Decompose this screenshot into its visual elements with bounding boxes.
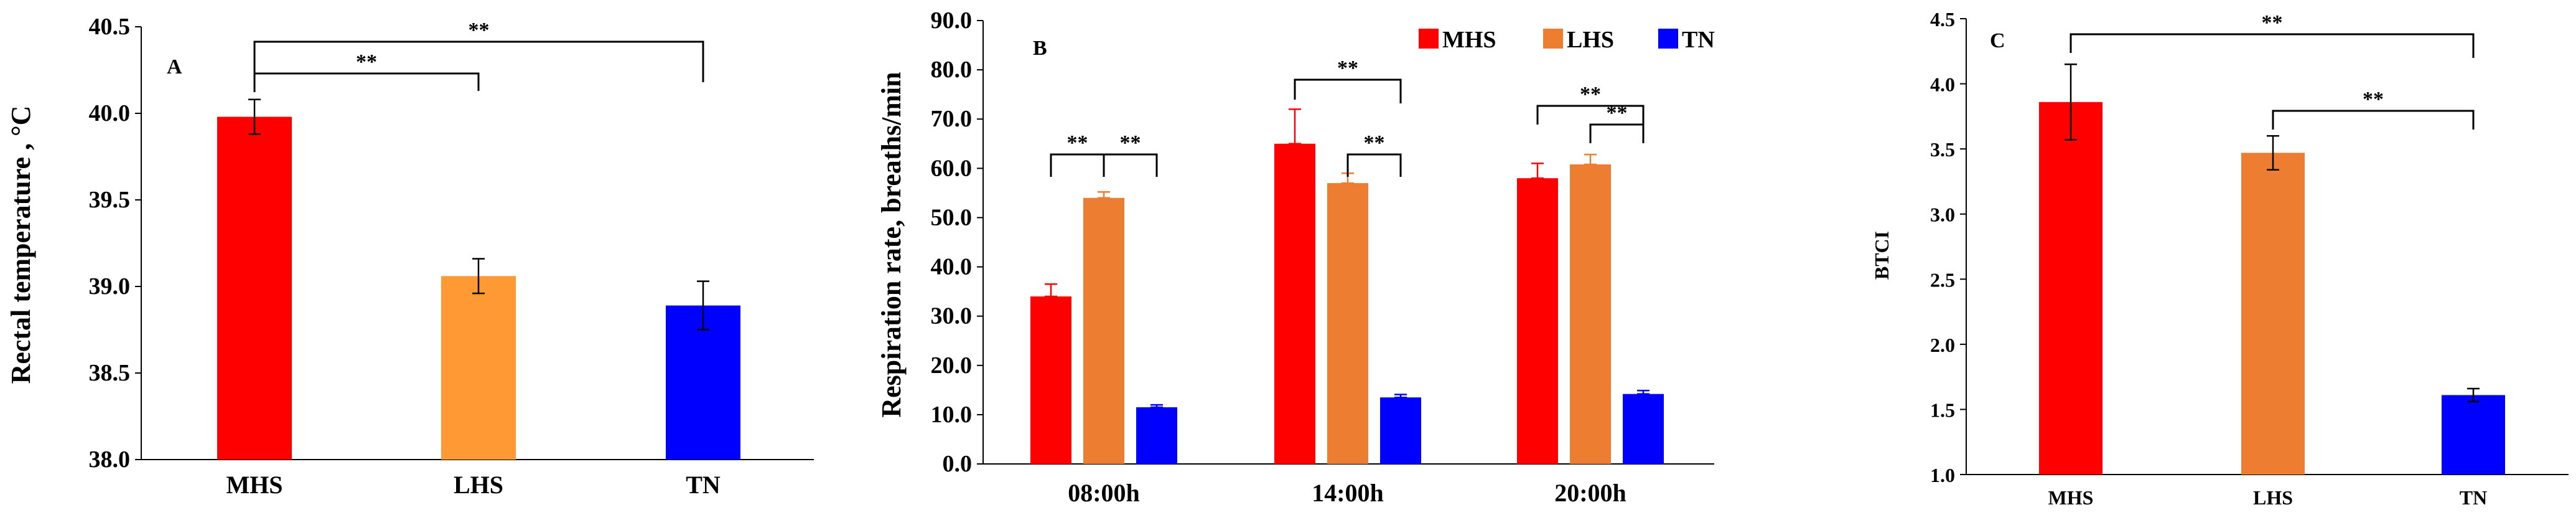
y-tick-label-4-5: 4.5 [1930,8,1955,31]
significance-bracket [1346,153,1402,177]
y-tick-label-3-0: 3.0 [1930,204,1955,226]
significance-bracket [1294,78,1402,103]
x-category-label-20-00h: 20:00h [1554,479,1626,507]
y-tick-label-3-5: 3.5 [1930,138,1955,161]
bar-lhs [2241,153,2305,475]
significance-bracket [253,72,480,92]
significance-label: ** [1337,57,1358,80]
significance-bracket [1589,123,1645,143]
panel-a-label: A [167,55,182,78]
panel-c: C BTCI 1.0 1.5 2.0 2.5 3.0 3.5 4.0 4.5 MHS LHS TN *… [1870,8,2569,509]
significance-label: ** [1607,102,1628,125]
bar-mhs [217,116,292,460]
y-tick-label-90-0: 90.0 [931,7,973,34]
bar-tn [666,305,740,460]
significance-label: ** [469,19,490,42]
panel-b-label: B [1033,37,1047,60]
y-tick-label-10-0: 10.0 [931,402,973,428]
significance-bracket [1103,153,1158,177]
x-category-label-14-00h: 14:00h [1312,479,1384,507]
bar-lhs-14-00h [1327,183,1368,464]
legend-swatch-lhs [1543,29,1563,49]
significance-bracket [253,40,704,82]
y-tick-label-1-0: 1.0 [1930,464,1955,486]
legend-label-tn: TN [1682,27,1715,53]
legend-swatch-mhs [1419,29,1439,49]
y-tick-label-80-0: 80.0 [931,57,973,83]
x-category-label-mhs: MHS [226,471,282,499]
significance-label: ** [2262,11,2283,34]
y-tick-label-20-0: 20.0 [931,352,973,379]
panel-c-label: C [1990,29,2005,52]
x-category-label-tn: TN [686,471,721,499]
y-tick-label-38-5: 38.5 [89,360,131,386]
y-tick-label-2-5: 2.5 [1930,268,1955,291]
y-tick-label-39-0: 39.0 [89,273,131,300]
x-category-label-tn: TN [2460,486,2487,509]
significance-label: ** [1580,83,1601,106]
y-tick-label-40-0: 40.0 [89,100,131,126]
x-category-label-lhs: LHS [454,471,503,499]
y-tick-label-70-0: 70.0 [931,106,973,132]
y-tick-label-30-0: 30.0 [931,303,973,329]
bar-tn-20-00h [1623,394,1664,464]
legend-swatch-tn [1658,29,1678,49]
significance-label: ** [1120,131,1141,154]
panel-c-y-axis-label: BTCI [1870,231,1893,280]
y-tick-label-40-0: 40.0 [931,254,973,280]
panel-a: A Rectal temperature , °C 38.0 38.5 39.0 39… [6,14,814,499]
significance-label: ** [356,50,377,73]
legend-label-lhs: LHS [1567,27,1614,53]
significance-bracket [1050,153,1105,177]
y-tick-label-50-0: 50.0 [931,204,973,230]
y-tick-label-2-0: 2.0 [1930,334,1955,356]
bar-lhs-20-00h [1570,164,1611,464]
significance-bracket [2070,33,2475,58]
bar-mhs-14-00h [1274,143,1315,464]
bar-lhs [441,276,516,460]
panel-a-y-axis-label: Rectal temperature , °C [6,106,36,384]
bar-mhs-08-00h [1030,296,1071,464]
panel-b: B Respiration rate, breaths/min MHS LHS … [876,7,1715,507]
panel-b-y-axis-label: Respiration rate, breaths/min [876,72,907,417]
significance-label: ** [2363,88,2384,111]
x-category-label-lhs: LHS [2253,486,2293,509]
y-tick-label-40-5: 40.5 [89,14,131,40]
y-tick-label-60-0: 60.0 [931,155,973,181]
legend-label-mhs: MHS [1442,27,1496,53]
significance-label: ** [1067,131,1088,154]
bar-tn-08-00h [1136,407,1177,464]
x-category-label-08-00h: 08:00h [1068,479,1140,507]
x-category-label-mhs: MHS [2048,486,2094,509]
significance-bracket [2272,110,2475,130]
bar-mhs [2039,102,2102,475]
y-tick-label-38-0: 38.0 [89,446,131,473]
y-tick-label-1-5: 1.5 [1930,399,1955,421]
y-tick-label-39-5: 39.5 [89,187,131,213]
y-tick-label-0-0: 0.0 [943,451,973,477]
panel-b-legend: MHS LHS TN [1419,27,1715,53]
y-tick-label-4-0: 4.0 [1930,73,1955,96]
bar-lhs-08-00h [1083,197,1124,464]
significance-bracket [1536,105,1645,125]
bar-mhs-20-00h [1517,178,1558,464]
bar-tn-14-00h [1380,397,1421,464]
significance-label: ** [1364,131,1385,154]
bar-tn [2442,395,2505,475]
